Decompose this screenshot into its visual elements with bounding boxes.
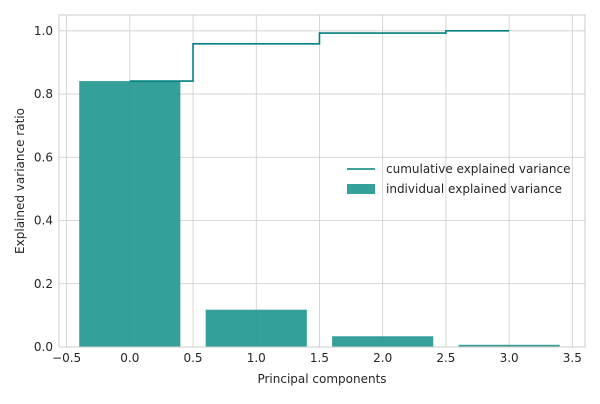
x-axis-label: Principal components bbox=[257, 372, 386, 386]
y-axis-label: Explained variance ratio bbox=[13, 108, 27, 254]
x-tick-label: 0.5 bbox=[183, 351, 202, 365]
cumulative-step-line bbox=[129, 30, 510, 82]
tick-labels: −0.5 0.0 0.5 1.0 1.5 2.0 2.5 3.0 3.50.00.20.40.6… bbox=[34, 24, 582, 365]
x-tick-label: −0.5 bbox=[52, 351, 81, 365]
x-tick-label: 2.5 bbox=[436, 351, 455, 365]
legend: cumulative explained variance individual… bbox=[347, 162, 571, 196]
x-tick-label: 3.0 bbox=[500, 351, 519, 365]
y-tick-label: 0.6 bbox=[34, 150, 53, 164]
x-tick-label: 1.5 bbox=[310, 351, 329, 365]
x-tick-label: 2.0 bbox=[373, 351, 392, 365]
cumulative-line-series bbox=[129, 30, 510, 82]
y-tick-label: 0.0 bbox=[34, 340, 53, 354]
legend-label-cumulative: cumulative explained variance bbox=[386, 162, 571, 176]
bar-component-0 bbox=[79, 81, 181, 348]
y-tick-label: 0.2 bbox=[34, 277, 53, 291]
y-tick-label: 0.4 bbox=[34, 214, 53, 228]
plot-frame bbox=[58, 14, 586, 348]
x-tick-label: 3.5 bbox=[563, 351, 582, 365]
legend-swatch-individual bbox=[347, 184, 375, 194]
legend-label-individual: individual explained variance bbox=[386, 182, 562, 196]
x-tick-label: 1.0 bbox=[247, 351, 266, 365]
bar-series bbox=[79, 81, 560, 348]
y-tick-label: 0.8 bbox=[34, 87, 53, 101]
bar-component-3 bbox=[458, 344, 560, 347]
bar-component-1 bbox=[205, 309, 307, 347]
y-tick-label: 1.0 bbox=[34, 24, 53, 38]
bar-component-2 bbox=[332, 336, 434, 347]
x-tick-label: 0.0 bbox=[120, 351, 139, 365]
